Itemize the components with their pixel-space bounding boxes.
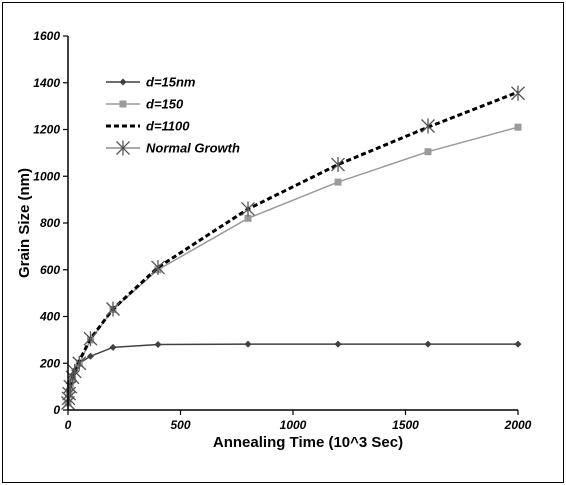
data-point <box>514 123 522 131</box>
legend: d=15nm d=150 d=1100 Normal Growth <box>106 75 240 156</box>
data-point <box>421 118 435 134</box>
y-tick-label: 400 <box>39 310 60 324</box>
series-normal-growth <box>61 85 525 411</box>
legend-label: d=150 <box>146 97 184 112</box>
y-tick-label: 0 <box>53 403 60 417</box>
series-line <box>67 126 519 404</box>
data-point <box>116 140 130 156</box>
data-point <box>72 355 87 371</box>
series-lines <box>61 85 525 411</box>
data-point <box>244 340 252 348</box>
series-d-1100 <box>66 90 519 404</box>
series-d-15nm <box>64 340 522 407</box>
y-tick-label: 1000 <box>33 169 60 183</box>
data-point <box>83 331 98 347</box>
x-tick-label: 1500 <box>392 418 419 432</box>
legend-label: Normal Growth <box>146 141 240 156</box>
x-tick-label: 0 <box>65 418 72 432</box>
axes <box>67 36 518 411</box>
data-point <box>511 85 525 101</box>
data-point <box>241 201 255 217</box>
grain-size-chart: 0 200 400 600 800 1000 1200 1400 1600 0 500 1000 15… <box>16 29 532 451</box>
legend-item: d=150 <box>106 97 184 112</box>
data-point <box>154 341 162 349</box>
legend-label: d=15nm <box>146 75 196 90</box>
legend-item: d=1100 <box>106 119 190 134</box>
series-line <box>66 90 519 404</box>
data-point <box>334 340 342 348</box>
series-d-150 <box>64 123 522 407</box>
x-tick-label: 1000 <box>280 418 307 432</box>
y-tick-label: 1200 <box>33 123 60 137</box>
y-axis-title: Grain Size (nm) <box>16 168 33 278</box>
y-tick-label: 800 <box>40 216 60 230</box>
data-point <box>109 343 117 351</box>
data-point <box>87 352 94 360</box>
x-ticks: 0 500 1000 1500 2000 <box>65 410 532 432</box>
data-point <box>424 340 432 348</box>
data-point <box>63 379 78 395</box>
data-point <box>514 340 522 348</box>
y-ticks: 0 200 400 600 800 1000 1200 1400 1600 <box>33 29 68 417</box>
data-point <box>151 259 165 275</box>
legend-item: Normal Growth <box>106 140 240 156</box>
legend-item: d=15nm <box>106 75 196 90</box>
data-point <box>244 214 252 222</box>
legend-label: d=1100 <box>146 119 190 134</box>
x-axis-title: Annealing Time (10^3 Sec) <box>213 434 403 451</box>
data-point <box>119 78 127 86</box>
data-point <box>331 157 345 173</box>
y-tick-label: 200 <box>39 356 60 370</box>
x-tick-label: 500 <box>170 418 190 432</box>
series-line <box>67 343 518 404</box>
data-point <box>119 100 127 108</box>
x-tick-label: 2000 <box>504 418 532 432</box>
data-point <box>334 178 342 186</box>
data-point <box>424 148 432 156</box>
y-tick-label: 600 <box>40 263 60 277</box>
y-tick-label: 1400 <box>33 76 60 90</box>
y-tick-label: 1600 <box>33 29 60 43</box>
data-point <box>106 301 120 317</box>
